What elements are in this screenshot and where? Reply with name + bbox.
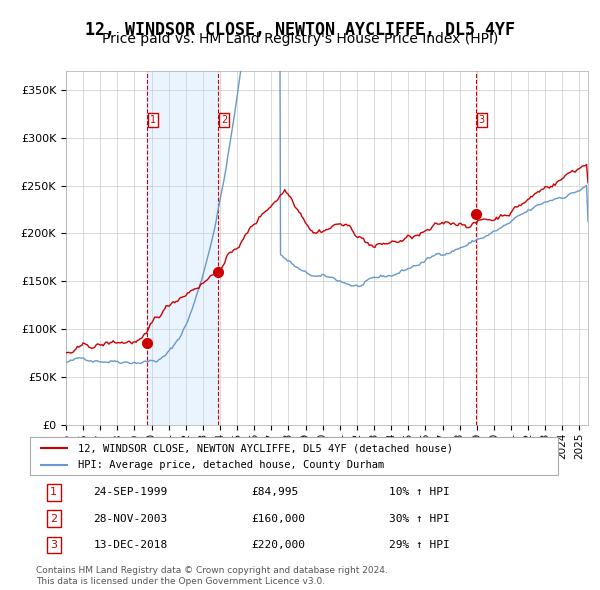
Text: 30% ↑ HPI: 30% ↑ HPI — [389, 514, 450, 524]
Text: 3: 3 — [478, 116, 485, 125]
Text: £160,000: £160,000 — [252, 514, 306, 524]
Text: Contains HM Land Registry data © Crown copyright and database right 2024.
This d: Contains HM Land Registry data © Crown c… — [36, 566, 388, 586]
Text: HPI: Average price, detached house, County Durham: HPI: Average price, detached house, Coun… — [77, 460, 384, 470]
Text: 2: 2 — [50, 514, 58, 524]
Text: 12, WINDSOR CLOSE, NEWTON AYCLIFFE, DL5 4YF (detached house): 12, WINDSOR CLOSE, NEWTON AYCLIFFE, DL5 … — [77, 443, 452, 453]
Text: 3: 3 — [50, 540, 57, 550]
Text: 13-DEC-2018: 13-DEC-2018 — [94, 540, 167, 550]
Text: £84,995: £84,995 — [252, 487, 299, 497]
Text: Price paid vs. HM Land Registry's House Price Index (HPI): Price paid vs. HM Land Registry's House … — [102, 32, 498, 47]
Text: 28-NOV-2003: 28-NOV-2003 — [94, 514, 167, 524]
Text: 1: 1 — [149, 116, 155, 125]
Text: 24-SEP-1999: 24-SEP-1999 — [94, 487, 167, 497]
Text: 2: 2 — [221, 116, 227, 125]
FancyBboxPatch shape — [30, 437, 558, 475]
Text: 29% ↑ HPI: 29% ↑ HPI — [389, 540, 450, 550]
Bar — [147, 71, 218, 425]
Text: £220,000: £220,000 — [252, 540, 306, 550]
Text: 12, WINDSOR CLOSE, NEWTON AYCLIFFE, DL5 4YF: 12, WINDSOR CLOSE, NEWTON AYCLIFFE, DL5 … — [85, 21, 515, 39]
Text: 10% ↑ HPI: 10% ↑ HPI — [389, 487, 450, 497]
Text: 1: 1 — [50, 487, 57, 497]
